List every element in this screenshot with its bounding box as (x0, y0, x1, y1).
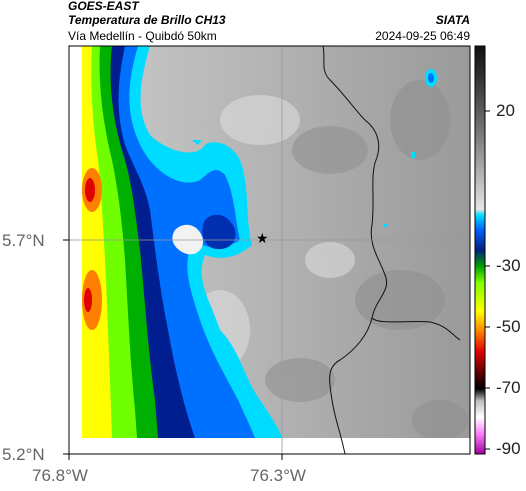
colorbar-label-minus70: -70 (496, 378, 521, 397)
lat-tick-5.7: 5.7°N (2, 231, 45, 250)
lon-tick-76.3: 76.3°W (250, 466, 306, 485)
lat-tick-5.2: 5.2°N (2, 445, 45, 464)
location-marker-icon: ★ (256, 230, 269, 246)
region-subtitle: Vía Medellín - Quibdó 50km (68, 29, 217, 43)
agency-label: SIATA (435, 13, 470, 27)
colorbar-label-20: 20 (496, 101, 515, 120)
datetime-label: 2024-09-25 06:49 (375, 29, 470, 43)
colorbar-label-minus30: -30 (496, 256, 521, 275)
map-frame (68, 45, 471, 455)
colorbar-label-minus50: -50 (496, 317, 521, 336)
product-title: Temperatura de Brillo CH13 (68, 13, 226, 27)
colorbar (474, 45, 486, 455)
satellite-title: GOES-EAST (68, 0, 139, 13)
department-border (322, 46, 461, 454)
lon-tick-76.8: 76.8°W (32, 466, 88, 485)
colorbar-label-minus90: -90 (496, 439, 521, 458)
